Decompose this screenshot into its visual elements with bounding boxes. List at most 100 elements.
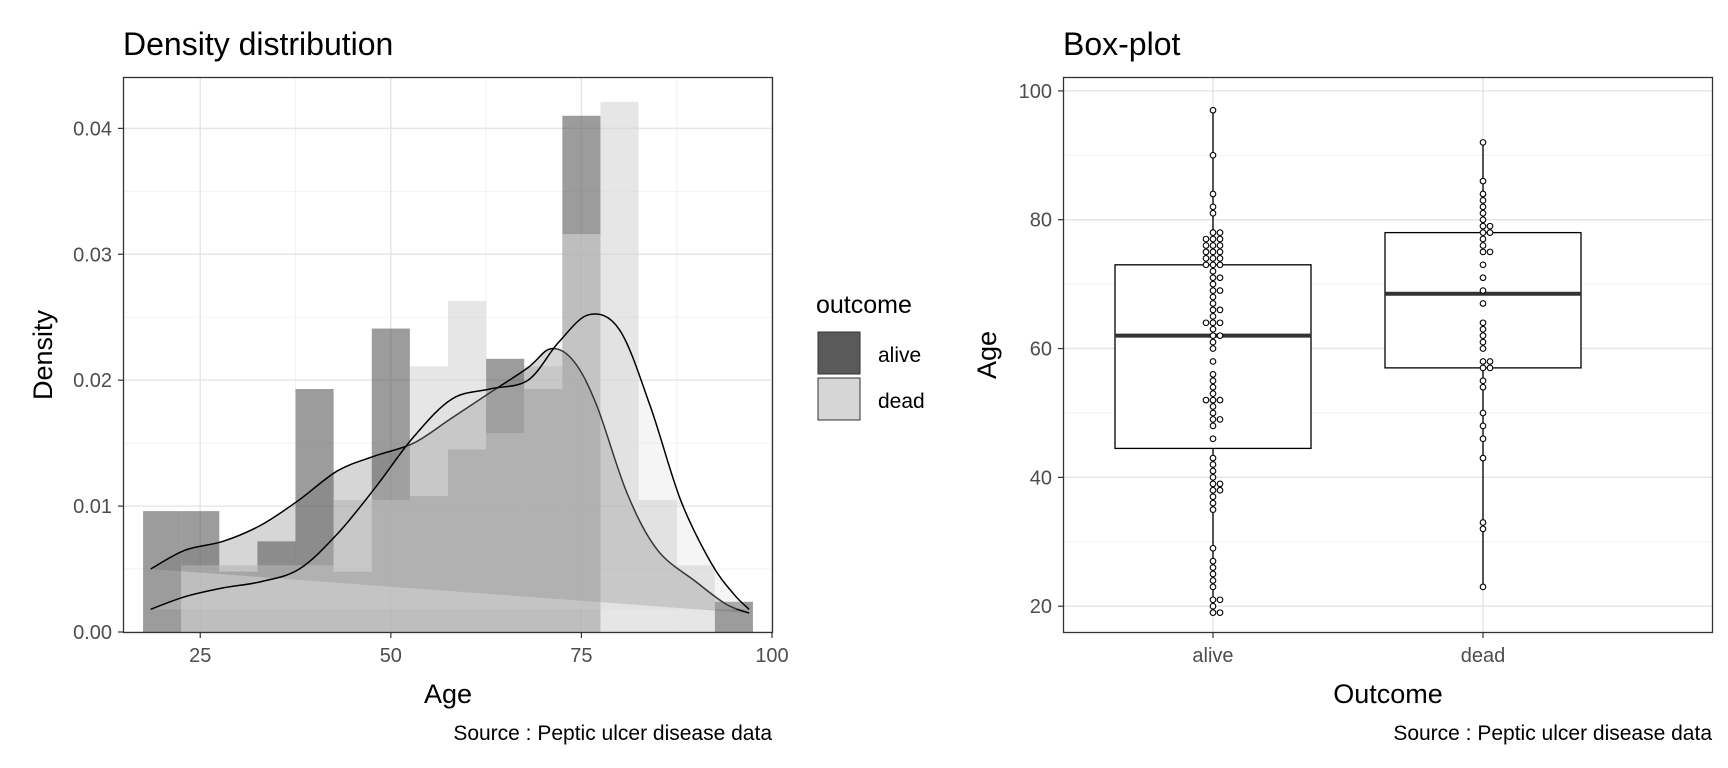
boxplot-panel: Box-plot 20 40 60 80 100 alive dead Outcome A… xyxy=(972,26,1714,745)
boxplot-point-alive xyxy=(1209,370,1217,378)
boxplot-point-dead xyxy=(1479,300,1487,307)
boxplot-point-alive xyxy=(1209,190,1217,198)
boxplot-caption: Source : Peptic ulcer disease data xyxy=(1393,722,1712,745)
density-bar-dead xyxy=(524,366,563,632)
density-bar-dead xyxy=(562,234,601,633)
boxplot-point-alive xyxy=(1209,242,1217,249)
boxplot-point-alive xyxy=(1209,467,1217,475)
boxplot-point-alive xyxy=(1209,338,1217,346)
boxplot-point-alive xyxy=(1209,390,1217,398)
density-bar-dead xyxy=(600,101,639,632)
boxplot-point-dead xyxy=(1479,209,1487,217)
boxplot-y-tick-label: 20 xyxy=(1030,596,1052,618)
boxplot-point-alive xyxy=(1209,461,1217,468)
boxplot-point-alive xyxy=(1216,396,1224,404)
boxplot-x-tick-label: alive xyxy=(1192,645,1233,667)
density-y-tick-label: 0.04 xyxy=(73,118,112,140)
boxplot-point-dead xyxy=(1479,583,1487,591)
boxplot-point-alive xyxy=(1209,422,1217,430)
density-bar-dead xyxy=(409,366,448,632)
boxplot-point-alive xyxy=(1209,267,1217,275)
boxplot-point-alive xyxy=(1209,293,1217,301)
boxplot-point-dead xyxy=(1486,229,1494,236)
boxplot-point-dead xyxy=(1479,525,1487,533)
boxplot-point-alive xyxy=(1202,248,1210,256)
boxplot-point-alive xyxy=(1202,319,1210,327)
boxplot-point-dead xyxy=(1479,377,1487,385)
boxplot-point-dead xyxy=(1479,345,1487,352)
boxplot-point-alive xyxy=(1202,261,1210,269)
boxplot-point-alive xyxy=(1209,345,1217,352)
boxplot-point-alive xyxy=(1209,577,1217,584)
density-x-tick-label: 100 xyxy=(755,645,788,667)
boxplot-point-dead xyxy=(1479,235,1487,243)
boxplot-point-alive xyxy=(1209,248,1217,256)
density-title: Density distribution xyxy=(123,26,393,62)
boxplot-y-axis-title: Age xyxy=(972,331,1002,379)
density-y-tick-label: 0.01 xyxy=(73,496,112,518)
boxplot-point-dead xyxy=(1479,242,1487,249)
boxplot-point-alive xyxy=(1216,261,1224,269)
density-y-tick-label: 0.00 xyxy=(73,622,112,644)
legend: outcome alive dead xyxy=(816,291,925,421)
density-bar-dead xyxy=(257,565,296,632)
legend-label-alive: alive xyxy=(878,344,921,367)
boxplot-point-alive xyxy=(1202,255,1210,262)
boxplot-point-dead xyxy=(1479,203,1487,211)
boxplot-point-alive xyxy=(1209,583,1217,591)
density-caption: Source : Peptic ulcer disease data xyxy=(453,722,772,745)
density-y-tick-label: 0.03 xyxy=(73,244,112,266)
boxplot-point-alive xyxy=(1216,242,1224,249)
boxplot-point-alive xyxy=(1209,416,1217,423)
boxplot-y-axis: 20 40 60 80 100 xyxy=(1019,81,1064,618)
boxplot-point-alive xyxy=(1216,235,1224,243)
boxplot-point-alive xyxy=(1216,255,1224,262)
boxplot-point-alive xyxy=(1216,274,1224,282)
boxplot-point-alive xyxy=(1209,274,1217,282)
density-curves xyxy=(150,313,750,614)
boxplot-point-alive xyxy=(1216,248,1224,256)
density-x-axis: 25 50 75 100 xyxy=(189,632,789,667)
boxplot-point-alive xyxy=(1209,609,1217,617)
boxplot-point-alive xyxy=(1216,287,1224,294)
boxplot-x-axis-title: Outcome xyxy=(1333,679,1443,709)
density-bar-alive xyxy=(143,511,182,632)
boxplot-point-dead xyxy=(1479,422,1487,430)
boxplot-point-dead xyxy=(1479,325,1487,333)
boxplot-x-tick-label: dead xyxy=(1461,645,1506,667)
boxplot-point-alive xyxy=(1209,306,1217,314)
boxplot-point-dead xyxy=(1479,248,1487,256)
boxplot-point-dead xyxy=(1479,222,1487,230)
boxplot-x-axis: alive dead xyxy=(1192,632,1505,667)
boxplot-point-alive xyxy=(1216,229,1224,236)
boxplot-point-alive xyxy=(1209,229,1217,236)
boxplot-point-dead xyxy=(1479,190,1487,198)
density-x-tick-label: 75 xyxy=(570,645,592,667)
boxplot-point-alive xyxy=(1209,570,1217,578)
legend-title: outcome xyxy=(816,291,912,319)
boxplot-point-alive xyxy=(1209,151,1217,159)
boxplot-point-alive xyxy=(1209,287,1217,294)
density-y-tick-label: 0.02 xyxy=(73,370,112,392)
density-y-axis: 0.00 0.01 0.02 0.03 0.04 xyxy=(73,118,124,644)
boxplot-point-dead xyxy=(1479,358,1487,365)
boxplot-point-alive xyxy=(1216,416,1224,423)
boxplot-y-tick-label: 100 xyxy=(1019,81,1052,103)
boxplot-point-alive xyxy=(1209,332,1217,340)
boxplot-point-alive xyxy=(1209,209,1217,217)
boxplot-point-dead xyxy=(1479,454,1487,462)
boxplot-point-dead xyxy=(1486,364,1494,372)
boxplot-point-alive xyxy=(1209,480,1217,488)
legend-swatch-dead xyxy=(817,377,861,421)
boxplot-point-alive xyxy=(1209,261,1217,269)
boxplot-point-dead xyxy=(1479,229,1487,236)
density-bar-dead xyxy=(219,565,258,632)
boxplot-plot-border xyxy=(1062,76,1714,634)
boxplot-point-alive xyxy=(1209,486,1217,494)
density-panel: Density distribution 0.000.010.020.030.0… xyxy=(28,26,789,745)
boxplot-y-tick-label: 80 xyxy=(1030,210,1052,232)
density-x-tick-label: 25 xyxy=(189,645,211,667)
boxplot-point-alive xyxy=(1209,564,1217,571)
boxplot-point-alive xyxy=(1209,319,1217,327)
